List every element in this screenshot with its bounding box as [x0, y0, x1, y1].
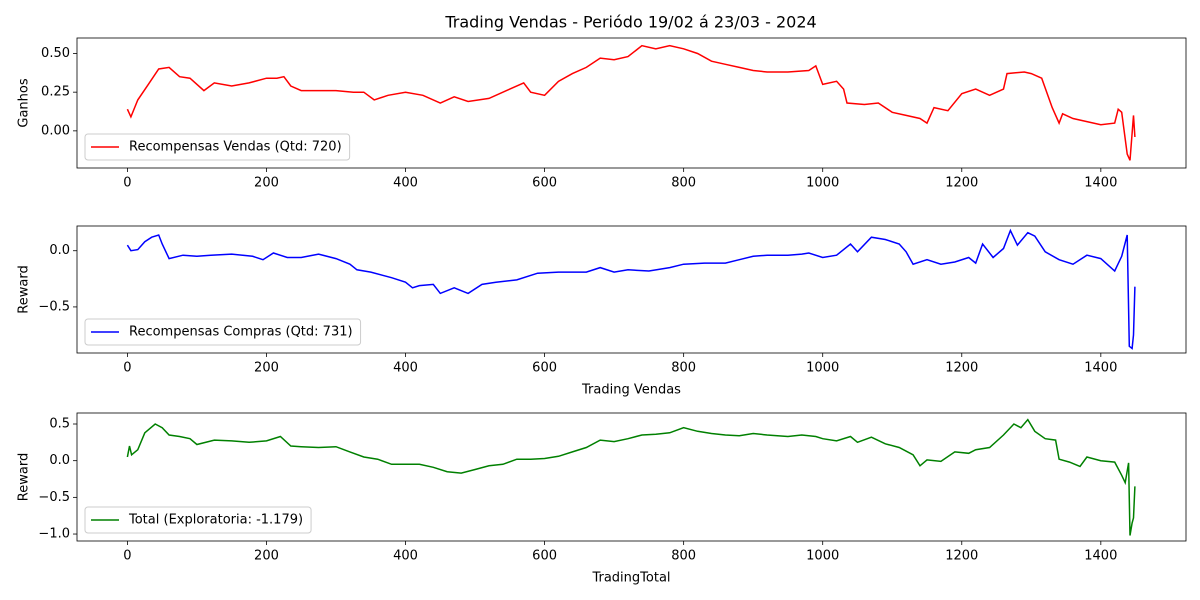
plot-frame: [76, 412, 1187, 542]
x-axis-label: Trading Vendas: [581, 383, 681, 398]
data-line: [126, 44, 1136, 161]
legend-label: Recompensas Compras (Qtd: 731): [129, 325, 353, 340]
x-tick-label: 800: [671, 549, 696, 564]
x-tick-label: 1200: [945, 361, 978, 376]
y-tick-label: 0.00: [41, 123, 70, 138]
y-tick-label: −1.0: [38, 527, 70, 542]
y-axis-label: Reward: [17, 453, 32, 501]
x-axis-label: TradingTotal: [591, 571, 670, 586]
x-tick-label: 1400: [1084, 176, 1117, 191]
y-axis-label: Ganhos: [17, 78, 32, 127]
legend-box: [84, 133, 351, 161]
legend-box: [84, 318, 362, 346]
chart-title: Trading Vendas - Periódo 19/02 á 23/03 -…: [444, 13, 816, 32]
y-tick-label: −0.5: [38, 299, 70, 314]
x-tick-label: 1200: [945, 176, 978, 191]
x-tick-label: 600: [532, 549, 557, 564]
x-tick-label: 200: [254, 361, 279, 376]
data-line: [126, 418, 1136, 536]
y-tick-label: 0.25: [41, 85, 70, 100]
legend-label: Recompensas Vendas (Qtd: 720): [129, 140, 342, 155]
x-tick-label: 600: [532, 361, 557, 376]
y-tick-label: 0.5: [49, 417, 70, 432]
x-tick-label: 0: [123, 549, 131, 564]
y-tick-label: 0.0: [49, 453, 70, 468]
x-tick-label: 1000: [806, 176, 839, 191]
x-tick-label: 600: [532, 176, 557, 191]
x-tick-label: 400: [393, 361, 418, 376]
x-tick-label: 400: [393, 176, 418, 191]
x-tick-label: 200: [254, 549, 279, 564]
x-tick-label: 1400: [1084, 549, 1117, 564]
legend-box: [84, 506, 312, 534]
x-tick-label: 1400: [1084, 361, 1117, 376]
x-tick-label: 0: [123, 176, 131, 191]
x-tick-label: 1200: [945, 549, 978, 564]
plot-frame: [76, 225, 1187, 354]
data-line: [126, 228, 1136, 350]
legend-label: Total (Exploratoria: -1.179): [128, 513, 303, 528]
x-tick-label: 400: [393, 549, 418, 564]
x-tick-label: 1000: [806, 361, 839, 376]
x-tick-label: 0: [123, 361, 131, 376]
y-tick-label: −0.5: [38, 490, 70, 505]
x-tick-label: 800: [671, 176, 696, 191]
x-tick-label: 1000: [806, 549, 839, 564]
x-tick-label: 800: [671, 361, 696, 376]
x-tick-label: 200: [254, 176, 279, 191]
y-axis-label: Reward: [17, 265, 32, 313]
plot-frame: [76, 37, 1187, 169]
y-tick-label: 0.0: [49, 243, 70, 258]
y-tick-label: 0.50: [41, 46, 70, 61]
